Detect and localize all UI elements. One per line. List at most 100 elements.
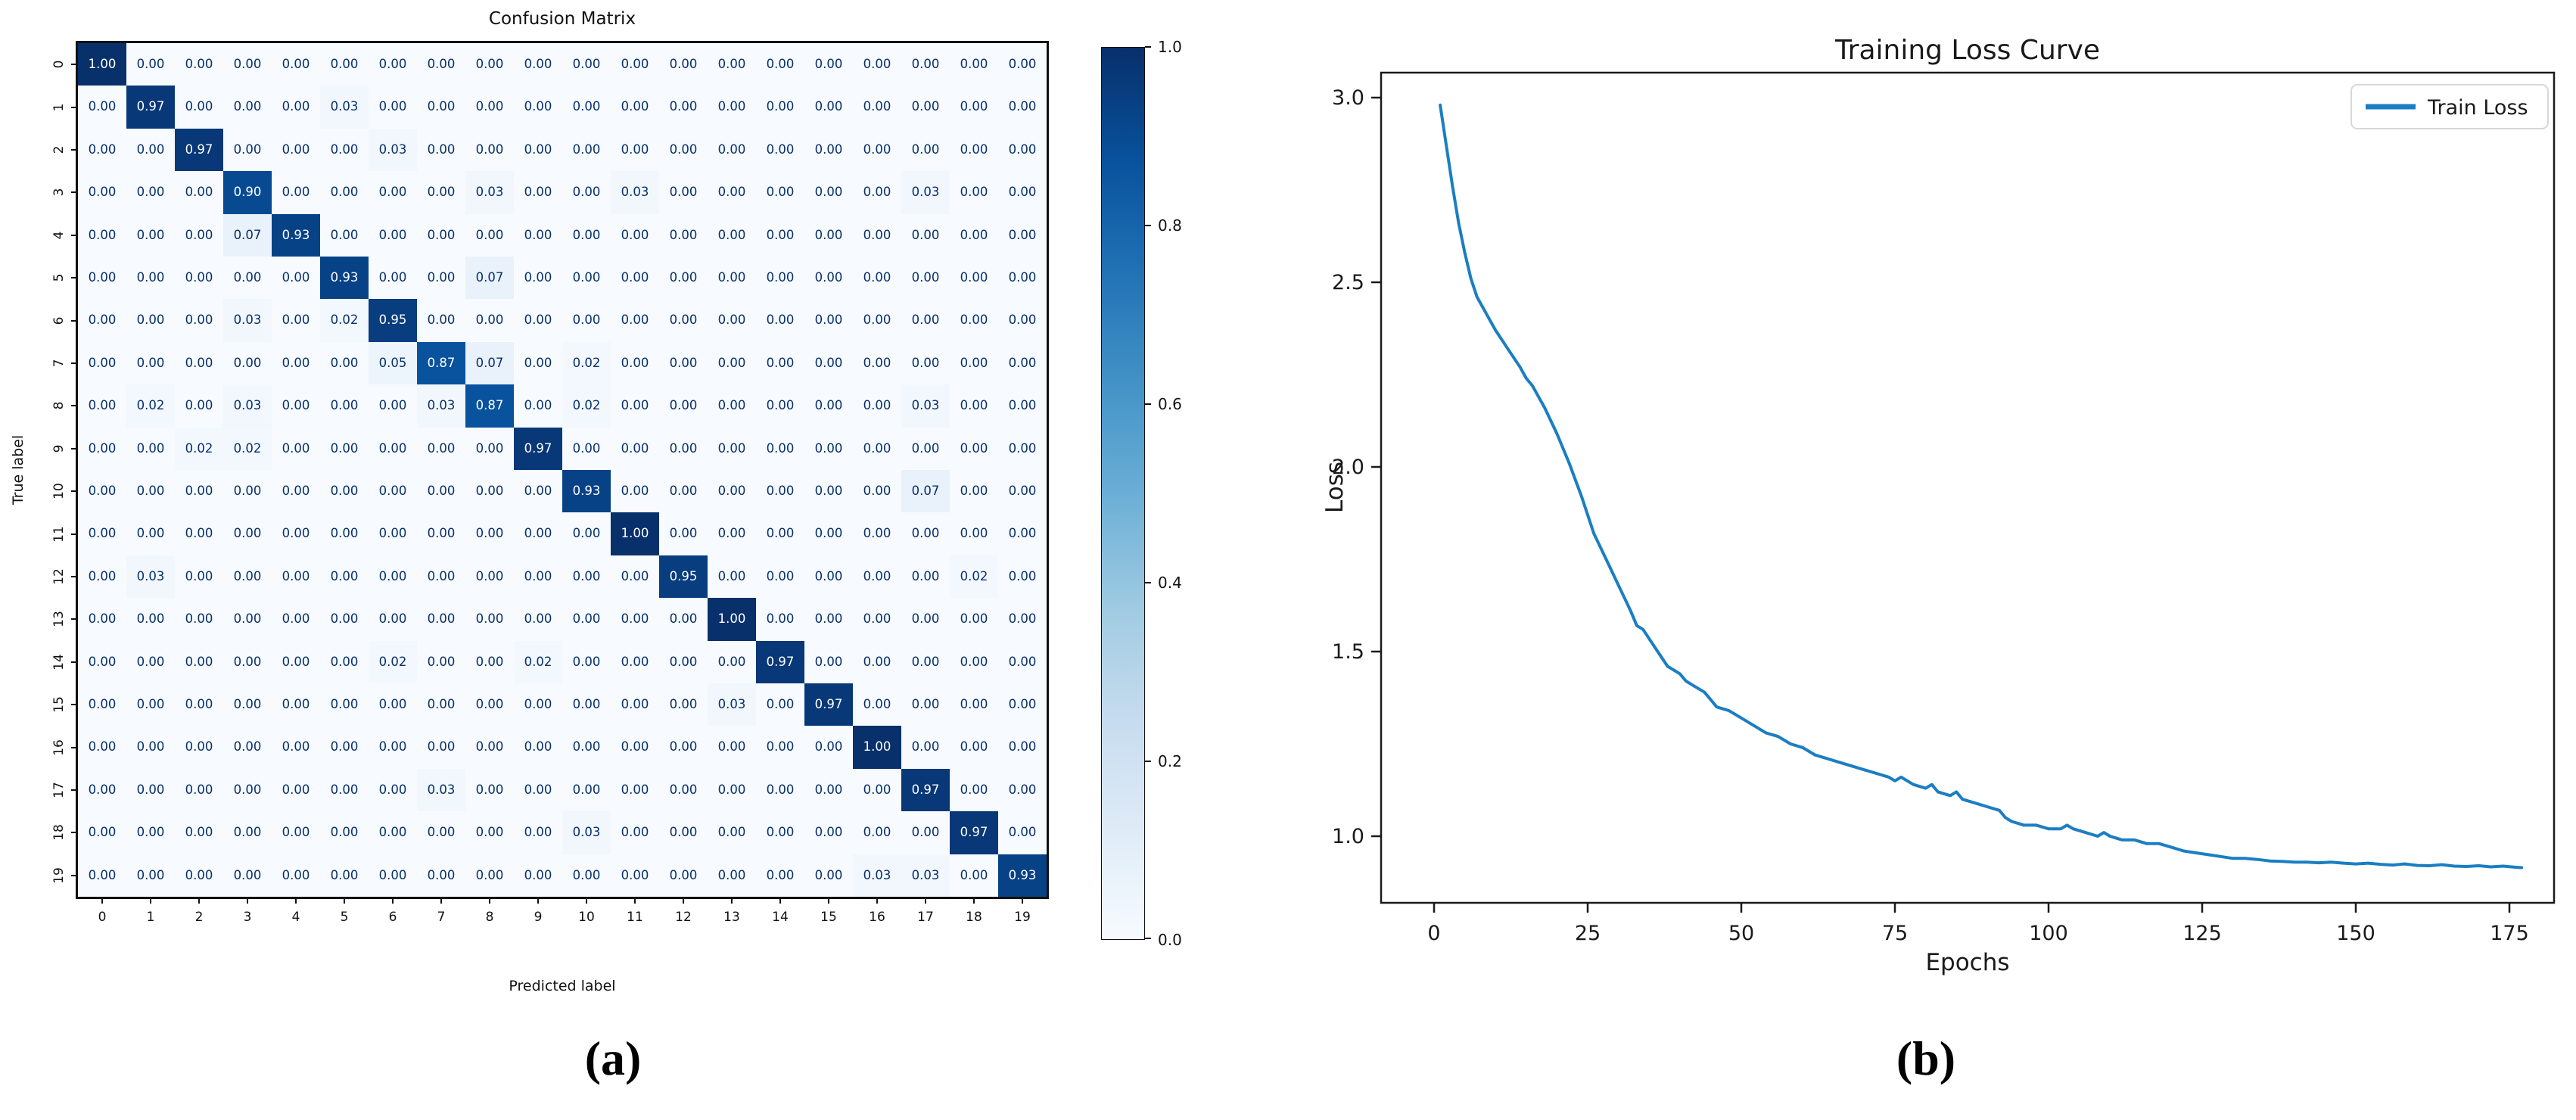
confusion-matrix-cell: 0.00: [223, 512, 272, 555]
confusion-matrix-cell: 0.00: [465, 768, 514, 812]
confusion-matrix-cell: 0.00: [465, 43, 514, 86]
confusion-matrix-cell: 0.00: [175, 384, 223, 428]
confusion-matrix-cell: 0.00: [659, 341, 708, 385]
confusion-matrix-cell: 0.00: [369, 811, 417, 854]
confusion-matrix-cell: 0.00: [126, 683, 175, 726]
confusion-matrix-cell: 0.00: [708, 128, 756, 172]
confusion-matrix-cell: 0.00: [901, 299, 950, 342]
confusion-matrix-cell: 0.00: [950, 726, 998, 769]
confusion-matrix-cell: 0.00: [853, 213, 901, 257]
confusion-matrix-cell: 0.00: [465, 726, 514, 769]
confusion-matrix-cell: 0.00: [950, 257, 998, 300]
confusion-matrix-cell: 0.00: [126, 811, 175, 854]
confusion-matrix-cell: 0.00: [853, 640, 901, 683]
x-tick-mark: [344, 897, 345, 904]
x-axis-tick-label: 5: [340, 910, 349, 925]
confusion-matrix-cell: 0.00: [78, 128, 126, 172]
x-axis-tick-label: 14: [772, 910, 789, 925]
colorbar-tick-mark: [1145, 582, 1151, 583]
confusion-matrix-cell: 0.00: [756, 43, 804, 86]
x-axis-tick-label: 19: [1014, 910, 1031, 925]
confusion-matrix-cell: 0.00: [708, 726, 756, 769]
x-tick-mark: [101, 897, 103, 904]
confusion-matrix-cell: 0.00: [272, 384, 320, 428]
confusion-matrix-cell: 1.00: [78, 43, 126, 86]
confusion-matrix-cell: 0.00: [272, 128, 320, 172]
confusion-matrix-cell: 0.00: [659, 640, 708, 683]
confusion-matrix-cell: 0.00: [611, 427, 659, 470]
confusion-matrix-cell: 0.00: [272, 726, 320, 769]
x-tick-mark: [925, 897, 926, 904]
plot-frame: [1380, 71, 2556, 904]
x-axis-tick-label: 18: [966, 910, 982, 925]
confusion-matrix-cell: 0.00: [804, 341, 853, 385]
x-axis-tick-label: 15: [820, 910, 837, 925]
x-axis-tick-label: 4: [291, 910, 300, 925]
confusion-matrix-cell: 0.00: [369, 683, 417, 726]
confusion-matrix-cell: 0.93: [998, 854, 1047, 897]
confusion-matrix-cell: 0.00: [804, 213, 853, 257]
confusion-matrix-cell: 0.00: [708, 86, 756, 129]
confusion-matrix-cell: 0.00: [417, 213, 465, 257]
confusion-matrix-cell: 0.00: [175, 257, 223, 300]
confusion-matrix-cell: 0.00: [756, 427, 804, 470]
confusion-matrix-cell: 0.00: [950, 171, 998, 214]
svg-text:75: 75: [1882, 922, 1908, 945]
confusion-matrix-cell: 0.00: [901, 86, 950, 129]
confusion-matrix-cell: 0.00: [756, 299, 804, 342]
confusion-matrix-cell: 0.00: [611, 341, 659, 385]
svg-text:25: 25: [1575, 922, 1601, 945]
confusion-matrix-cell: 0.00: [223, 854, 272, 897]
colorbar-tick-label: 0.2: [1158, 752, 1182, 770]
confusion-matrix-cell: 0.00: [223, 598, 272, 641]
confusion-matrix-cell: 0.00: [950, 213, 998, 257]
confusion-matrix-cell: 0.00: [804, 811, 853, 854]
x-axis-tick-label: 6: [388, 910, 397, 925]
confusion-matrix-cell: 0.00: [998, 683, 1047, 726]
caption-b: (b): [1896, 1031, 1956, 1085]
confusion-matrix-cell: 0.00: [853, 257, 901, 300]
confusion-matrix-cell: 0.00: [78, 726, 126, 769]
confusion-matrix-cell: 0.93: [320, 257, 369, 300]
confusion-matrix-cell: 1.00: [611, 512, 659, 555]
confusion-matrix-cell: 0.00: [78, 213, 126, 257]
x-tick-mark: [876, 897, 878, 904]
confusion-matrix-cell: 0.00: [659, 470, 708, 513]
confusion-matrix-cell: 0.00: [78, 598, 126, 641]
confusion-matrix-cell: 0.00: [78, 86, 126, 129]
confusion-matrix-cell: 0.03: [223, 384, 272, 428]
confusion-matrix-cell: 0.00: [804, 384, 853, 428]
confusion-matrix-cell: 0.00: [78, 555, 126, 599]
confusion-matrix-cell: 0.00: [272, 257, 320, 300]
colorbar-tick-label: 0.4: [1158, 574, 1182, 592]
confusion-matrix-cell: 0.00: [611, 470, 659, 513]
confusion-matrix-cell: 0.00: [465, 299, 514, 342]
confusion-matrix-cell: 0.07: [223, 213, 272, 257]
confusion-matrix-cell: 0.00: [804, 257, 853, 300]
confusion-matrix-cell: 0.00: [611, 43, 659, 86]
y-tick-mark: [71, 704, 78, 706]
confusion-matrix-cell: 0.00: [417, 299, 465, 342]
confusion-matrix-cell: 0.00: [272, 86, 320, 129]
confusion-matrix-cell: 0.00: [514, 43, 562, 86]
colorbar-tick-mark: [1145, 938, 1151, 939]
caption-a: (a): [584, 1031, 642, 1085]
confusion-matrix-cell: 0.00: [465, 811, 514, 854]
confusion-matrix-cell: 0.00: [901, 726, 950, 769]
chart-title: Training Loss Curve: [1834, 35, 2100, 66]
confusion-matrix-cell: 0.00: [804, 299, 853, 342]
confusion-matrix-cell: 0.00: [272, 470, 320, 513]
confusion-matrix-cell: 0.00: [708, 640, 756, 683]
confusion-matrix-cell: 0.03: [126, 555, 175, 599]
confusion-matrix-cell: 0.00: [320, 43, 369, 86]
confusion-matrix-cell: 0.00: [611, 555, 659, 599]
confusion-matrix-cell: 0.00: [804, 43, 853, 86]
confusion-matrix-cell: 0.00: [514, 598, 562, 641]
colorbar-tick-label: 0.8: [1158, 216, 1182, 235]
y-tick-mark: [71, 832, 78, 834]
confusion-matrix-cell: 0.00: [175, 555, 223, 599]
confusion-matrix-cell: 0.00: [804, 128, 853, 172]
confusion-matrix-cell: 0.00: [562, 683, 611, 726]
confusion-matrix-cell: 0.00: [950, 384, 998, 428]
